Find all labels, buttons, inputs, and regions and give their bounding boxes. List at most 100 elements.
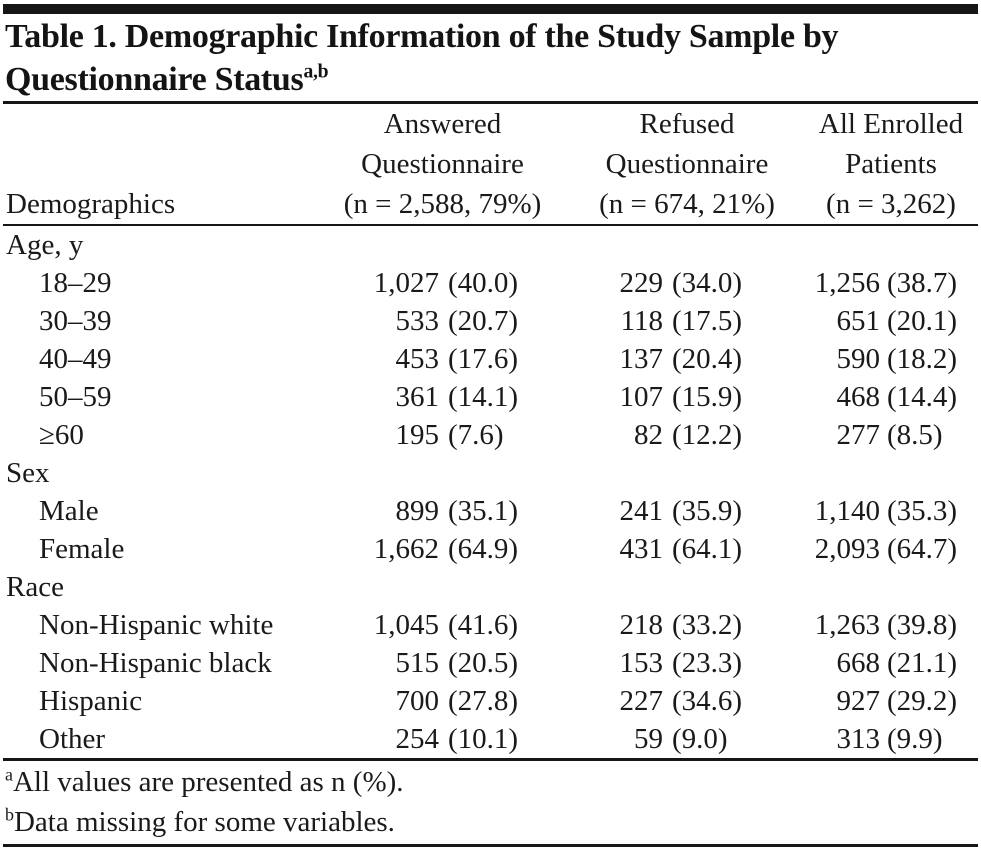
count-value: 515: [395, 647, 440, 679]
count-value: 1,045: [373, 609, 439, 641]
row-label: Hispanic: [39, 685, 143, 717]
row-label: 40–49: [39, 343, 112, 375]
count-value: 137: [619, 343, 664, 375]
cell-answered: 1,027 (40.0): [332, 264, 537, 302]
count-value: 700: [395, 685, 440, 717]
table-row: Non-Hispanic white 1,045 (41.6) 218 (33.2)…: [0, 606, 981, 644]
cell-refused: 229 (34.0): [553, 264, 755, 302]
column-header-line: Patients: [845, 148, 937, 180]
cell-all-enrolled: 1,140 (35.3): [771, 492, 971, 530]
count-value: 1,256: [814, 267, 880, 299]
percent-value: (64.7): [887, 533, 958, 565]
percent-value: (17.5): [672, 305, 743, 337]
row-label: Male: [39, 495, 99, 527]
percent-value: (8.5): [887, 419, 943, 451]
cell-refused: 82 (12.2): [553, 416, 755, 454]
percent-value: (20.5): [448, 647, 519, 679]
table-row: Female 1,662 (64.9) 431 (64.1) 2,093 (64.7): [0, 530, 981, 568]
percent-value: (20.4): [672, 343, 743, 375]
percent-value: (64.9): [448, 533, 519, 565]
cell-all-enrolled: 468 (14.4): [771, 378, 971, 416]
count-value: 118: [620, 305, 663, 337]
count-value: 313: [836, 723, 881, 755]
table-row: 30–39 533 (20.7) 118 (17.5) 651 (20.1): [0, 302, 981, 340]
cell-answered: 1,662 (64.9): [332, 530, 537, 568]
cell-refused: 241 (35.9): [553, 492, 755, 530]
count-value: 927: [836, 685, 881, 717]
table-section-row: Sex: [0, 454, 981, 492]
table-row: Non-Hispanic black 515 (20.5) 153 (23.3) 6…: [0, 644, 981, 682]
cell-answered: 254 (10.1): [332, 720, 537, 758]
footnote-a: aAll values are presented as n (%).: [5, 762, 975, 802]
table-row: 50–59 361 (14.1) 107 (15.9) 468 (14.4): [0, 378, 981, 416]
cell-refused: 227 (34.6): [553, 682, 755, 720]
section-label-sex: Sex: [6, 457, 50, 489]
row-label: Non-Hispanic black: [39, 647, 272, 679]
count-value: 218: [619, 609, 664, 641]
cell-answered: 361 (14.1): [332, 378, 537, 416]
count-value: 107: [619, 381, 664, 413]
column-header-refused: Refused Questionnaire (n = 674, 21%): [586, 104, 788, 224]
table-body: Age, y 18–29 1,027 (40.0) 229 (34.0) 1,256…: [0, 226, 981, 758]
cell-all-enrolled: 651 (20.1): [771, 302, 971, 340]
cell-answered: 533 (20.7): [332, 302, 537, 340]
percent-value: (18.2): [887, 343, 958, 375]
count-value: 361: [395, 381, 440, 413]
percent-value: (33.2): [672, 609, 743, 641]
percent-value: (38.7): [887, 267, 958, 299]
cell-refused: 59 (9.0): [553, 720, 755, 758]
column-header-line: All Enrolled: [818, 108, 964, 140]
percent-value: (29.2): [887, 685, 958, 717]
count-value: 668: [836, 647, 881, 679]
count-value: 1,263: [814, 609, 880, 641]
cell-all-enrolled: 1,263 (39.8): [771, 606, 971, 644]
row-label: 18–29: [39, 267, 112, 299]
percent-value: (40.0): [448, 267, 519, 299]
column-header-all-enrolled: All Enrolled Patients (n = 3,262): [791, 104, 981, 224]
percent-value: (9.9): [887, 723, 943, 755]
count-value: 2,093: [814, 533, 880, 565]
row-label: Other: [39, 723, 106, 755]
cell-all-enrolled: 2,093 (64.7): [771, 530, 971, 568]
bottom-rule: [3, 844, 978, 847]
count-value: 254: [395, 723, 440, 755]
percent-value: (23.3): [672, 647, 743, 679]
count-value: 82: [634, 419, 663, 451]
percent-value: (34.6): [672, 685, 743, 717]
table-row: 40–49 453 (17.6) 137 (20.4) 590 (18.2): [0, 340, 981, 378]
percent-value: (35.3): [887, 495, 958, 527]
count-value: 153: [619, 647, 664, 679]
cell-refused: 107 (15.9): [553, 378, 755, 416]
footnote-b-text: Data missing for some variables.: [13, 806, 395, 838]
table-title-line2: Questionnaire Status: [5, 61, 304, 98]
header-separator-rule: [3, 224, 978, 226]
percent-value: (9.0): [672, 723, 728, 755]
section-label-age: Age, y: [6, 229, 84, 261]
row-label: 50–59: [39, 381, 112, 413]
count-value: 533: [395, 305, 440, 337]
cell-all-enrolled: 927 (29.2): [771, 682, 971, 720]
count-value: 195: [395, 419, 440, 451]
cell-answered: 700 (27.8): [332, 682, 537, 720]
count-value: 241: [619, 495, 664, 527]
table-title-line1: Table 1. Demographic Information of the …: [5, 18, 839, 55]
cell-answered: 899 (35.1): [332, 492, 537, 530]
count-value: 431: [619, 533, 664, 565]
column-header-line: Refused: [639, 108, 735, 140]
cell-answered: 195 (7.6): [332, 416, 537, 454]
row-label: Non-Hispanic white: [39, 609, 274, 641]
percent-value: (34.0): [672, 267, 743, 299]
count-value: 899: [395, 495, 440, 527]
cell-all-enrolled: 668 (21.1): [771, 644, 971, 682]
cell-refused: 431 (64.1): [553, 530, 755, 568]
body-footnote-rule: [3, 758, 978, 761]
cell-refused: 218 (33.2): [553, 606, 755, 644]
count-value: 59: [634, 723, 663, 755]
cell-refused: 153 (23.3): [553, 644, 755, 682]
count-value: 277: [836, 419, 881, 451]
percent-value: (12.2): [672, 419, 743, 451]
count-value: 1,027: [373, 267, 439, 299]
percent-value: (10.1): [448, 723, 519, 755]
percent-value: (7.6): [448, 419, 504, 451]
